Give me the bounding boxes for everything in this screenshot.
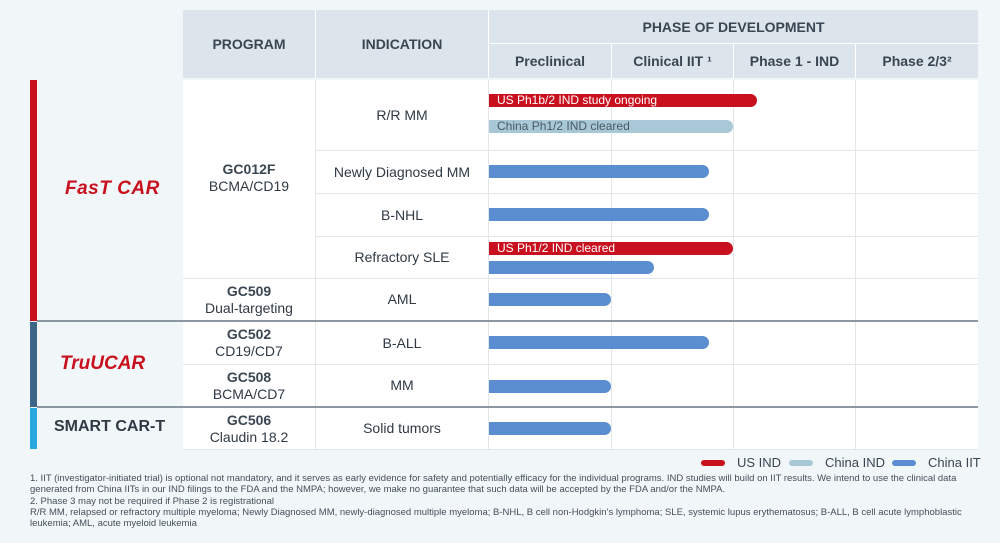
- trucar-accent-bar: [30, 322, 37, 407]
- indication-rr-mm: R/R MM: [376, 106, 428, 123]
- program-gc508: GC508 BCMA/CD7: [183, 365, 315, 406]
- phase-2-3: Phase 2/3²: [882, 53, 952, 69]
- program-code: GC502: [226, 326, 272, 342]
- fastcar-accent-bar: [30, 80, 37, 321]
- program-gc506: GC506 Claudin 18.2: [183, 408, 315, 449]
- program-code: GC506: [226, 411, 272, 428]
- bar-us-ind-refractory-sle: US Ph1/2 IND cleared: [489, 242, 733, 255]
- bar-china-iit-mm: [489, 380, 611, 393]
- bar-us-ind-rr-mm: US Ph1b/2 IND study ongoing: [489, 94, 757, 107]
- program-gc509: GC509 Dual-targeting: [183, 279, 315, 320]
- phase-1-ind: Phase 1 - IND: [749, 53, 840, 69]
- bar-china-ind-rr-mm: China Ph1/2 IND cleared: [489, 120, 733, 133]
- bar-china-iit-b-all: [489, 336, 709, 349]
- footnote-abbreviations: R/R MM, relapsed or refractory multiple …: [30, 507, 962, 529]
- indication-newly-diagnosed-mm: Newly Diagnosed MM: [333, 163, 471, 180]
- indication-b-all: B-ALL: [382, 334, 422, 351]
- program-target: BCMA/CD7: [212, 385, 286, 402]
- bar-china-iit-b-nhl: [489, 208, 709, 221]
- program-code: GC508: [226, 368, 272, 385]
- program-code: GC509: [226, 282, 272, 299]
- program-target: BCMA/CD19: [208, 177, 290, 194]
- bar-china-iit-newly-diagnosed-mm: [489, 165, 709, 178]
- footnote-2: 2. Phase 3 may not be required if Phase …: [30, 496, 274, 507]
- indication-header: INDICATION: [361, 36, 443, 52]
- legend-label: US IND: [737, 455, 782, 470]
- footnote-1: 1. IIT (investigator-initiated trial) is…: [30, 473, 957, 495]
- trucar-logo: TruUCAR: [60, 353, 146, 374]
- phase-of-development-header: PHASE OF DEVELOPMENT: [642, 18, 825, 35]
- legend-china-iit: China IIT: [892, 455, 981, 470]
- program-header: PROGRAM: [212, 36, 286, 52]
- legend-us-ind: US IND: [701, 455, 781, 470]
- program-target: CD19/CD7: [215, 343, 283, 359]
- legend-china-ind: China IND: [789, 455, 885, 470]
- legend-swatch: [892, 459, 916, 466]
- bar-china-iit-aml: [489, 293, 611, 306]
- indication-solid-tumors: Solid tumors: [363, 420, 441, 436]
- program-code: GC012F: [222, 160, 276, 177]
- phase-preclinical: Preclinical: [514, 53, 586, 69]
- indication-mm: MM: [390, 377, 414, 393]
- program-gc012f: GC012F BCMA/CD19: [183, 150, 315, 205]
- program-target: Dual-targeting: [205, 299, 293, 316]
- bar-china-iit-solid-tumors: [489, 422, 611, 435]
- program-gc502: GC502 CD19/CD7: [183, 322, 315, 364]
- smart-cart-accent-bar: [30, 408, 37, 449]
- indication-refractory-sle: Refractory SLE: [354, 249, 450, 265]
- legend-swatch: [789, 459, 813, 466]
- bar-china-iit-refractory-sle: [489, 261, 654, 274]
- indication-aml: AML: [387, 291, 417, 307]
- legend-swatch: [701, 459, 725, 466]
- fastcar-logo: FasT CAR: [65, 178, 160, 199]
- legend-label: China IIT: [928, 455, 981, 470]
- smart-cart-label: SMART CAR-T: [54, 418, 166, 435]
- phase-clinical-iit: Clinical IIT ¹: [633, 53, 712, 69]
- legend-label: China IND: [825, 455, 885, 470]
- indication-b-nhl: B-NHL: [380, 206, 423, 223]
- program-target: Claudin 18.2: [209, 428, 289, 445]
